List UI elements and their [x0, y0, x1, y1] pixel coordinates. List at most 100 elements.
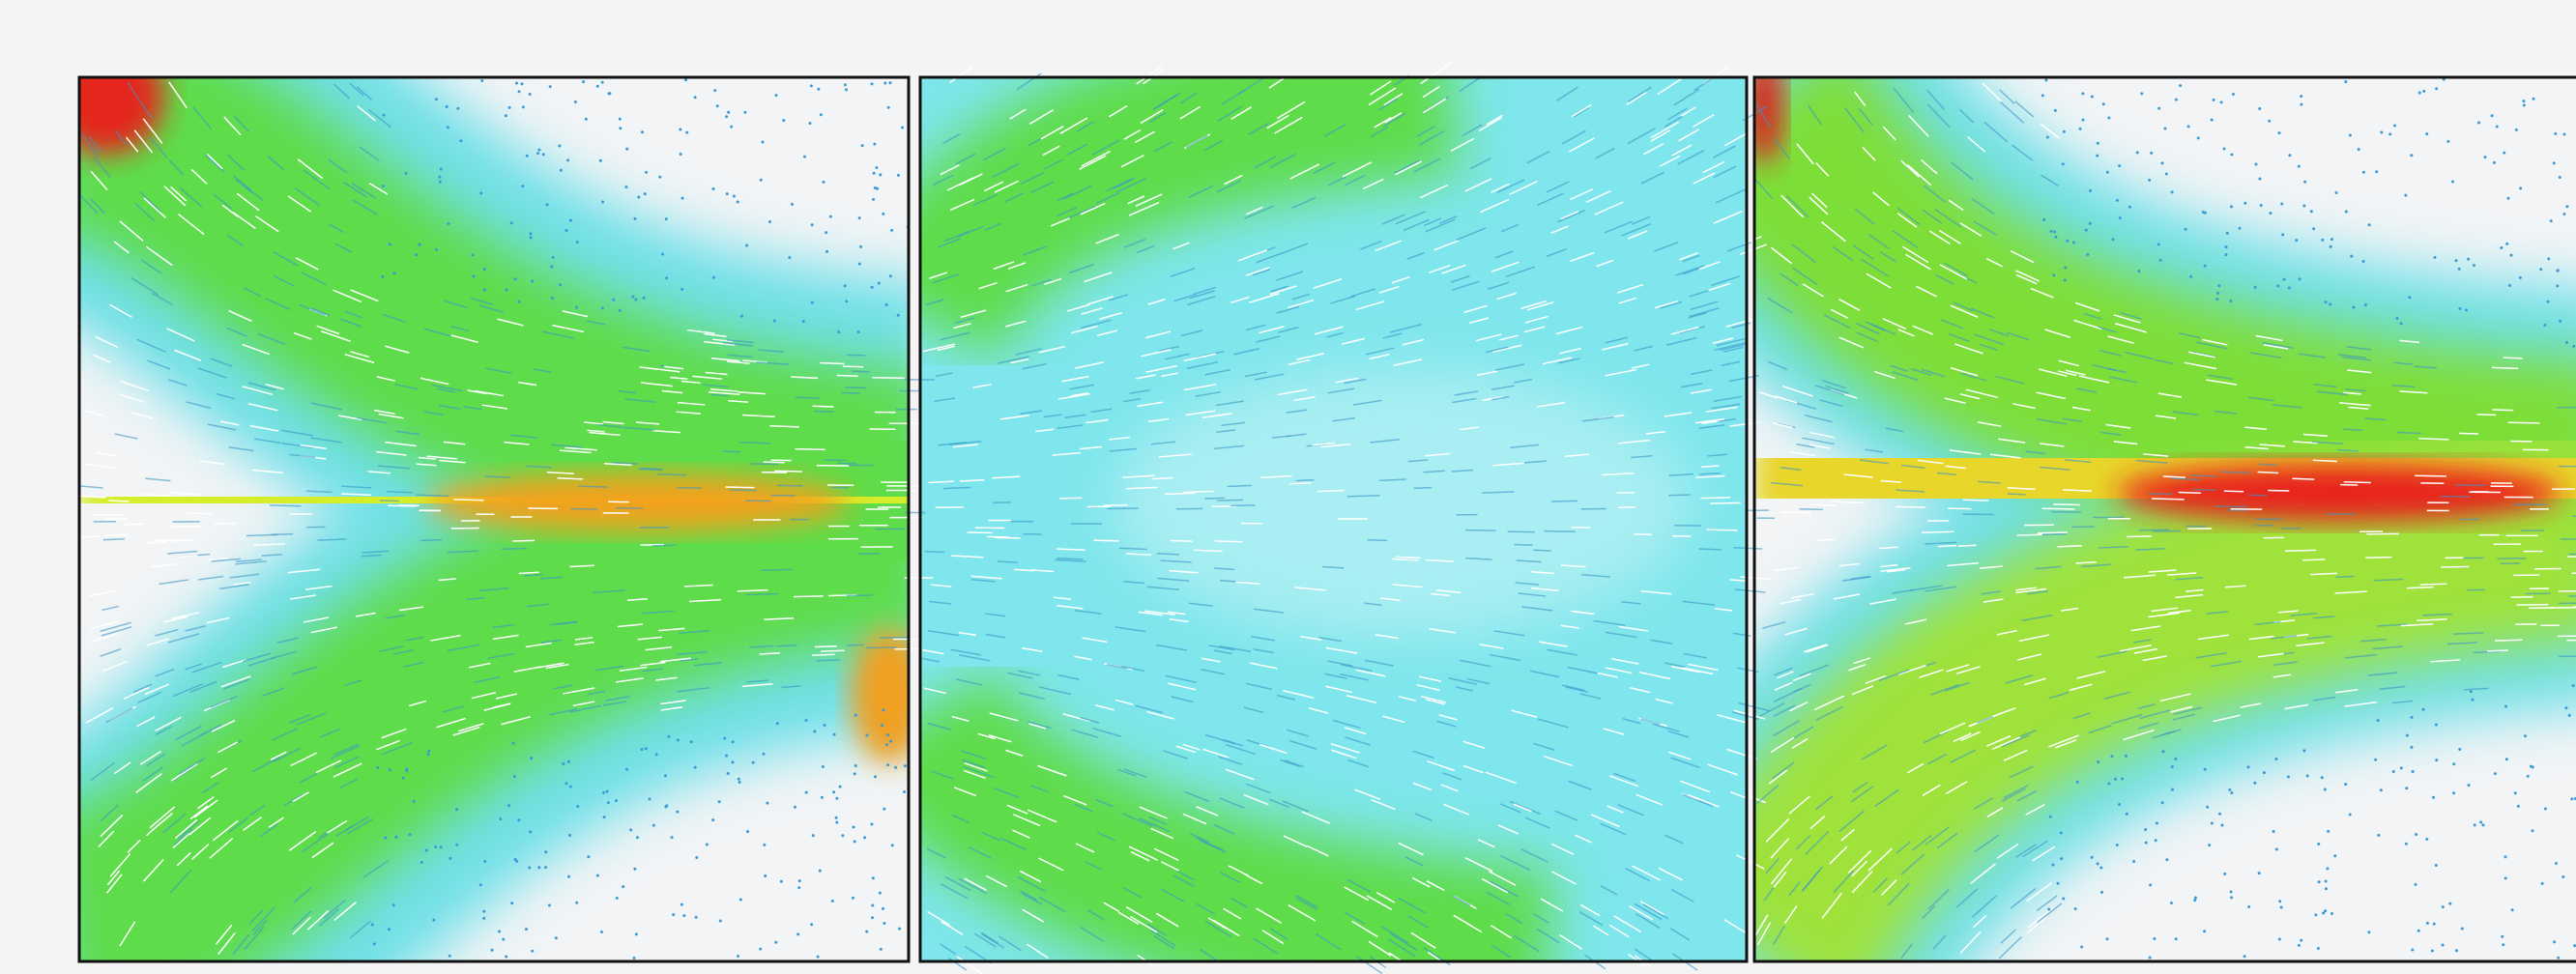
vector-stroke	[303, 616, 330, 623]
vector-stroke	[940, 331, 970, 341]
vector-dot	[408, 833, 412, 837]
vector-dot	[2330, 238, 2333, 242]
vector-dot	[602, 816, 606, 819]
vector-stroke	[1420, 695, 1447, 703]
vector-stroke	[1698, 261, 1721, 271]
vector-dot	[507, 804, 511, 808]
vector-dot	[599, 930, 603, 933]
vector-stroke	[349, 82, 364, 97]
vector-stroke	[1313, 278, 1343, 289]
vector-dot	[713, 89, 717, 93]
vector-stroke	[1560, 564, 1586, 568]
vector-stroke	[136, 716, 156, 728]
vector-stroke	[1009, 108, 1027, 120]
vector-stroke	[1693, 172, 1716, 185]
vector-dot	[545, 203, 549, 207]
vector-stroke	[1922, 209, 1943, 224]
vector-dot	[2114, 777, 2118, 781]
vector-dot	[2277, 131, 2281, 135]
vector-dot	[2153, 936, 2156, 940]
vector-stroke	[2190, 474, 2217, 477]
vector-stroke	[2075, 387, 2098, 393]
vector-stroke	[2016, 533, 2042, 536]
vector-stroke	[1802, 283, 1824, 298]
vector-dot	[879, 947, 883, 951]
vector-stroke	[292, 791, 309, 803]
vector-stroke	[959, 478, 985, 482]
vector-stroke	[2372, 645, 2403, 650]
vector-dot	[482, 288, 486, 292]
vector-dot	[2531, 765, 2534, 769]
vector-dot	[2559, 319, 2562, 323]
vector-stroke	[1809, 431, 1835, 439]
vector-stroke	[1030, 785, 1049, 793]
vector-stroke	[1840, 828, 1856, 842]
vector-stroke	[1010, 358, 1029, 364]
vector-stroke	[1095, 192, 1119, 205]
vector-stroke	[968, 846, 992, 859]
vector-dot	[456, 106, 460, 110]
vector-stroke	[1632, 865, 1662, 881]
vector-stroke	[1253, 648, 1275, 654]
vector-dot	[2078, 127, 2082, 130]
vector-stroke	[1038, 896, 1066, 913]
vector-dot	[2510, 908, 2514, 912]
vector-stroke	[1856, 323, 1881, 335]
vector-stroke	[346, 817, 373, 835]
vector-stroke	[1959, 393, 1981, 400]
vector-stroke	[302, 833, 329, 853]
vector-dot	[2457, 267, 2461, 271]
inlet	[1754, 77, 1783, 164]
vector-stroke	[474, 675, 501, 683]
vector-stroke	[261, 554, 282, 558]
vector-stroke	[191, 661, 222, 673]
vector-stroke	[146, 753, 166, 767]
vector-stroke	[1497, 824, 1520, 835]
vector-dot	[2053, 108, 2057, 112]
vector-stroke	[992, 162, 1020, 178]
vector-stroke	[1081, 307, 1103, 315]
vector-stroke	[626, 598, 648, 601]
vector-stroke	[273, 747, 302, 763]
vector-stroke	[987, 535, 1010, 538]
vector-stroke	[557, 477, 583, 480]
vector-dot	[2210, 821, 2214, 825]
vector-stroke	[951, 715, 970, 723]
vector-stroke	[2167, 572, 2197, 576]
vector-stroke	[1838, 810, 1865, 833]
vector-dot	[412, 799, 416, 803]
vector-dot	[2539, 268, 2543, 272]
vector-stroke	[126, 136, 139, 153]
vector-stroke	[1950, 304, 1979, 318]
vector-stroke	[1921, 368, 1946, 378]
vector-stroke	[2148, 569, 2177, 573]
vector-stroke	[381, 728, 407, 739]
vector-dot	[2571, 684, 2575, 688]
vector-stroke	[1452, 397, 1477, 404]
vector-dot	[2477, 121, 2481, 125]
vector-stroke	[1768, 769, 1788, 785]
vector-stroke	[2399, 390, 2428, 394]
vector-stroke	[1670, 326, 1699, 335]
vector-stroke	[1515, 582, 1539, 586]
vector-dot	[2399, 322, 2403, 326]
vector-stroke	[1395, 556, 1421, 559]
vector-dot	[835, 796, 839, 800]
vector-stroke	[655, 676, 678, 681]
vector-stroke	[949, 67, 973, 84]
vector-stroke	[1630, 687, 1651, 694]
vector-stroke	[1986, 807, 2004, 818]
vector-dot	[2557, 956, 2561, 960]
vector-stroke	[310, 626, 337, 634]
vector-dot	[2540, 881, 2544, 885]
vector-dot	[2220, 823, 2224, 827]
vector-dot	[680, 196, 684, 200]
vector-stroke	[1061, 375, 1089, 383]
vector-dot	[766, 801, 769, 805]
vector-stroke	[1606, 805, 1624, 814]
vector-stroke	[938, 238, 961, 248]
vector-stroke	[1634, 345, 1653, 352]
vector-dot	[434, 98, 438, 101]
vector-stroke	[1546, 181, 1570, 193]
vector-stroke	[2026, 916, 2047, 934]
